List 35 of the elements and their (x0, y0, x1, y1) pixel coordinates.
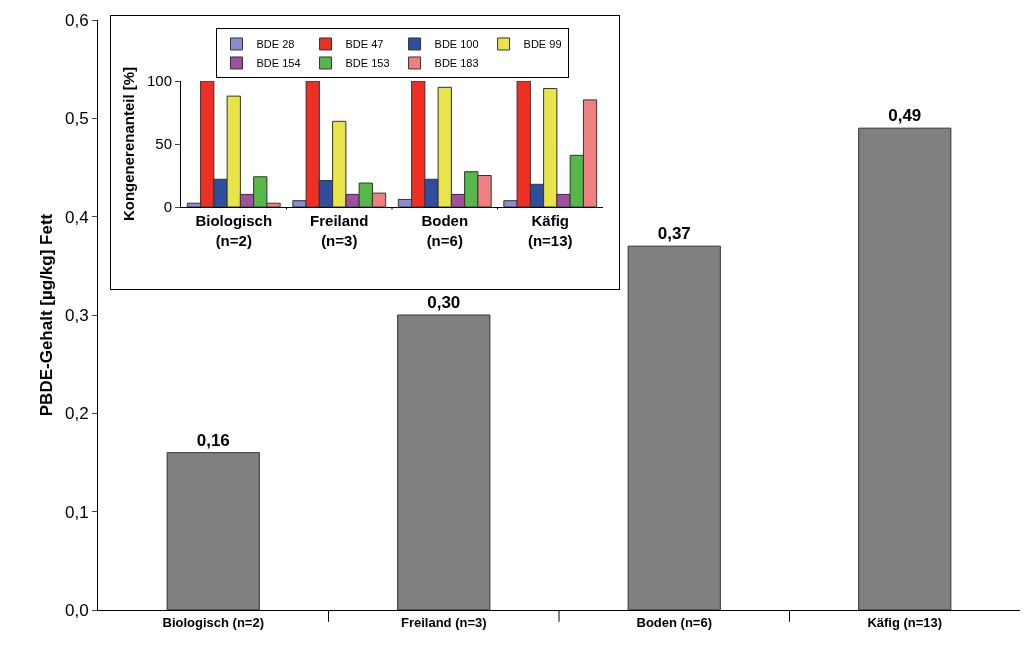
x-tick-label: Boden (n=6) (421, 212, 469, 249)
y-tick-label: 0,0 (64, 600, 89, 620)
y-tick-label: 0,2 (64, 404, 89, 424)
x-tick-label: Biologisch (n=2) (195, 212, 273, 249)
bar (166, 452, 260, 610)
legend-label: BDE 100 (434, 38, 479, 51)
y-tick-label: 100 (146, 72, 172, 90)
x-tick-label: Biologisch (n=2) (162, 614, 264, 630)
legend-label: BDE 99 (523, 38, 562, 51)
y-tick-label: 0,3 (64, 305, 89, 325)
y-tick-label: 0,5 (64, 109, 89, 129)
x-tick-label: Käfig (n=13) (867, 614, 943, 630)
legend-label: BDE 153 (345, 57, 390, 70)
data-label: 0,49 (888, 106, 922, 126)
x-tick-label: Boden (n=6) (636, 614, 712, 630)
y-tick-label: 50 (155, 135, 172, 153)
legend-label: BDE 154 (256, 57, 301, 70)
legend-label: BDE 183 (434, 57, 479, 70)
bar (858, 127, 952, 610)
x-tick-label: Freiland (n=3) (310, 212, 369, 249)
y-axis-title: PBDE-Gehalt [µg/kg] Fett (36, 213, 56, 417)
y-axis-title: Kongenerenanteil [%] (120, 66, 138, 222)
legend-label: BDE 47 (345, 38, 384, 51)
data-label: 0,16 (196, 430, 230, 450)
bar (627, 245, 721, 610)
x-tick-label: Käfig (n=13) (527, 212, 573, 249)
y-tick-label: 0,6 (64, 10, 89, 30)
data-label: 0,37 (657, 224, 691, 244)
x-tick-label: Freiland (n=3) (400, 614, 487, 630)
y-tick-label: 0,1 (64, 502, 89, 522)
y-tick-label: 0,4 (64, 207, 89, 227)
y-tick-label: 0 (163, 198, 172, 216)
legend-label: BDE 28 (256, 38, 295, 51)
data-label: 0,30 (427, 293, 461, 312)
bar (397, 314, 491, 610)
